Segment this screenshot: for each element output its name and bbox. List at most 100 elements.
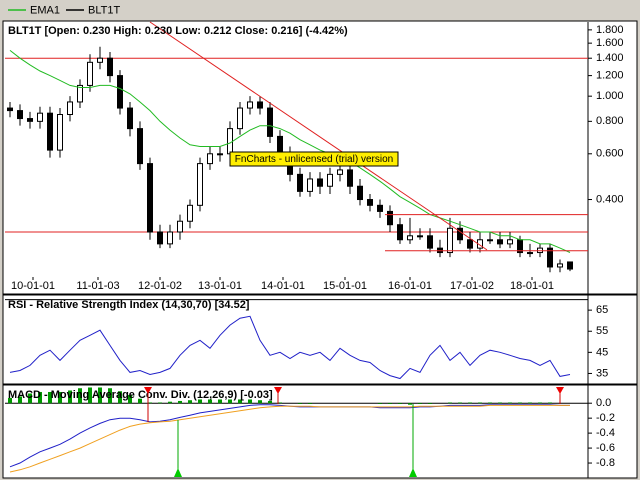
y-tick-label: 0.400 — [596, 193, 624, 205]
histogram-bar — [428, 403, 432, 404]
watermark-box — [229, 151, 399, 167]
histogram-bar — [238, 399, 242, 404]
panel-title: MACD - Moving Average Conv. Div. (12,26,… — [8, 389, 273, 401]
sell-signal — [144, 387, 152, 394]
histogram-bar — [518, 402, 522, 404]
y-tick-label: 55 — [596, 325, 608, 337]
candle-body — [567, 261, 573, 270]
y-tick-label: 0.600 — [596, 148, 624, 160]
candle-body — [387, 210, 393, 226]
y-tick-label: 1.400 — [596, 52, 624, 64]
histogram-bar — [448, 402, 452, 404]
candle-body — [527, 252, 533, 255]
y-tick-label: 1.000 — [596, 90, 624, 102]
series-line — [9, 315, 571, 380]
candle-body — [367, 199, 373, 206]
histogram-bar — [28, 393, 32, 404]
y-tick-label: 1.200 — [596, 70, 624, 82]
x-tick-label: 15-01-01 — [323, 280, 367, 292]
histogram-bar — [168, 401, 172, 404]
histogram-bar — [68, 390, 72, 404]
candle-body — [137, 128, 143, 165]
candle-body — [557, 263, 563, 268]
candle-body — [467, 239, 473, 249]
candle-body — [177, 220, 183, 233]
y-tick-label: 0.800 — [596, 115, 624, 127]
histogram-bar — [48, 391, 52, 404]
candle-body — [307, 178, 313, 192]
histogram-bar — [138, 398, 142, 404]
histogram-bar — [188, 400, 192, 404]
histogram-bar — [478, 402, 482, 404]
histogram-bar — [488, 402, 492, 404]
candle-body — [127, 107, 133, 130]
candle-body — [147, 163, 153, 233]
histogram-bar — [458, 402, 462, 404]
candle-body — [377, 204, 383, 212]
candle-body — [7, 107, 13, 112]
candle-body — [497, 239, 503, 245]
histogram-bar — [388, 403, 392, 404]
histogram-bar — [18, 396, 22, 404]
candle-body — [97, 57, 103, 63]
histogram-bar — [468, 402, 472, 404]
x-tick-label: 10-01-01 — [11, 280, 55, 292]
candle-body — [207, 153, 213, 165]
candle-body — [547, 247, 553, 268]
series-line — [9, 404, 570, 473]
histogram-bar — [268, 400, 272, 404]
candle-body — [37, 112, 43, 122]
histogram-bar — [38, 391, 42, 404]
x-tick-label: 18-01-01 — [510, 280, 554, 292]
histogram-bar — [258, 400, 262, 404]
histogram-bar — [528, 402, 532, 404]
candle-body — [107, 57, 113, 77]
macd-signals — [144, 387, 564, 477]
x-tick-label: 11-01-03 — [76, 280, 119, 292]
y-tick-label: -0.6 — [596, 442, 615, 454]
y-tick-label: 1.600 — [596, 37, 624, 49]
candle-body — [217, 153, 223, 156]
candle-body — [317, 178, 323, 187]
panel-title: BLT1T [Open: 0.230 High: 0.230 Low: 0.21… — [8, 25, 348, 37]
histogram-bar — [228, 399, 232, 404]
histogram-bar — [108, 388, 112, 404]
histogram-bar — [498, 402, 502, 404]
rsi-panel — [2, 294, 638, 385]
candle-body — [237, 107, 243, 130]
candle-body — [447, 227, 453, 254]
histogram-bar — [548, 402, 552, 404]
y-tick-label: 45 — [596, 346, 608, 358]
candle-body — [87, 61, 93, 86]
sell-signal — [556, 387, 564, 394]
legend-label: EMA1 — [30, 4, 60, 16]
candle-body — [77, 84, 83, 103]
candle-body — [67, 101, 73, 116]
candle-body — [487, 239, 493, 242]
series-line — [9, 50, 571, 253]
x-tick-label: 12-01-02 — [138, 280, 182, 292]
histogram-bar — [78, 388, 82, 404]
candle-body — [427, 235, 433, 249]
y-tick-label: -0.8 — [596, 457, 615, 469]
y-tick-label: 0.0 — [596, 397, 611, 409]
sell-signal — [274, 387, 282, 394]
histogram-bar — [308, 403, 312, 404]
candle-body — [267, 107, 273, 137]
candle-body — [347, 169, 353, 187]
histogram-bar — [198, 399, 202, 404]
histogram-bar — [8, 397, 12, 404]
candle-body — [277, 135, 283, 155]
trend-line — [149, 21, 488, 251]
histogram-bar — [298, 403, 302, 404]
candle-body — [117, 75, 123, 109]
histogram-bar — [398, 403, 402, 404]
y-tick-label: 1.800 — [596, 24, 624, 36]
histogram-bar — [208, 399, 212, 404]
candle-body — [507, 239, 513, 245]
histogram-bar — [538, 402, 542, 404]
legend-label: BLT1T — [88, 4, 120, 16]
